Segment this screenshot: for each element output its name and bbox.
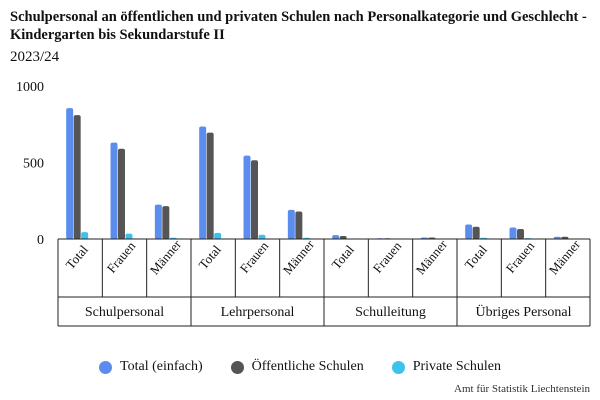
x-category-label: Männer (147, 236, 185, 277)
x-group-label: Schulpersonal (85, 305, 164, 320)
bar-total-einfach-briges-personal-m-nner (553, 236, 561, 239)
bar-total-einfach-schulpersonal-frauen (110, 142, 118, 239)
y-tick-label: 1000 (16, 80, 44, 95)
legend-item-ffentliche-schulen[interactable]: Öffentliche Schulen (230, 359, 364, 375)
bar-ffentliche-schulen-schulpersonal-total (73, 115, 81, 239)
bar-ffentliche-schulen-briges-personal-total (472, 226, 480, 239)
bar-ffentliche-schulen-schulpersonal-frauen (118, 148, 125, 239)
bar-ffentliche-schulen-briges-personal-frauen (517, 229, 524, 239)
chart-title: Schulpersonal an öffentlichen und privat… (10, 9, 587, 43)
x-group-label: Übriges Personal (475, 303, 571, 320)
x-category-label: Männer (413, 236, 451, 277)
bar-private-schulen-schulpersonal-frauen (125, 233, 133, 239)
x-category-label: Total (461, 242, 490, 272)
x-group-label: Lehrpersonal (221, 305, 295, 320)
legend-label: Total (einfach) (120, 359, 203, 374)
x-category-label: Männer (546, 236, 584, 277)
x-category-label: Frauen (237, 238, 272, 276)
x-category-label: Männer (280, 236, 318, 277)
bar-ffentliche-schulen-schulleitung-total (339, 235, 347, 239)
legend-marker-icon (230, 360, 244, 374)
y-tick-label: 0 (37, 233, 44, 248)
bar-ffentliche-schulen-lehrpersonal-m-nner (295, 211, 303, 239)
x-category-label: Frauen (503, 238, 538, 276)
legend-label: Öffentliche Schulen (251, 359, 364, 374)
x-category-label: Total (328, 242, 357, 272)
legend-marker-icon (99, 360, 113, 374)
bar-total-einfach-lehrpersonal-frauen (243, 155, 251, 239)
bar-total-einfach-briges-personal-frauen (509, 227, 517, 239)
bar-ffentliche-schulen-briges-personal-m-nner (561, 236, 569, 239)
x-category-label: Total (62, 242, 91, 272)
bar-total-einfach-lehrpersonal-total (199, 126, 207, 239)
chart-legend: Total (einfach) Öffentliche Schulen Privat… (0, 359, 600, 375)
bar-private-schulen-lehrpersonal-frauen (258, 234, 266, 239)
legend-item-total-einfach[interactable]: Total (einfach) (99, 359, 203, 375)
y-tick-label: 500 (23, 157, 44, 172)
bar-total-einfach-schulleitung-total (332, 235, 340, 239)
chart-subtitle: 2023/24 (10, 49, 60, 65)
x-group-label: Schulleitung (355, 305, 426, 320)
bar-ffentliche-schulen-lehrpersonal-frauen (251, 160, 258, 239)
bar-total-einfach-briges-personal-total (465, 224, 473, 239)
x-category-label: Frauen (104, 238, 139, 276)
bar-ffentliche-schulen-schulpersonal-m-nner (162, 206, 170, 239)
x-category-label: Frauen (370, 238, 405, 276)
bar-total-einfach-schulpersonal-total (66, 108, 74, 239)
legend-marker-icon (391, 360, 405, 374)
source-note: Amt für Statistik Liechtenstein (454, 383, 590, 395)
bar-total-einfach-schulpersonal-m-nner (154, 204, 162, 239)
legend-item-private-schulen[interactable]: Private Schulen (391, 359, 501, 375)
bar-private-schulen-schulpersonal-total (81, 232, 89, 239)
x-category-label: Total (195, 242, 224, 272)
bar-private-schulen-lehrpersonal-total (214, 232, 222, 239)
bar-ffentliche-schulen-lehrpersonal-total (206, 132, 214, 239)
legend-label: Private Schulen (412, 359, 501, 374)
bar-total-einfach-lehrpersonal-m-nner (287, 209, 295, 239)
